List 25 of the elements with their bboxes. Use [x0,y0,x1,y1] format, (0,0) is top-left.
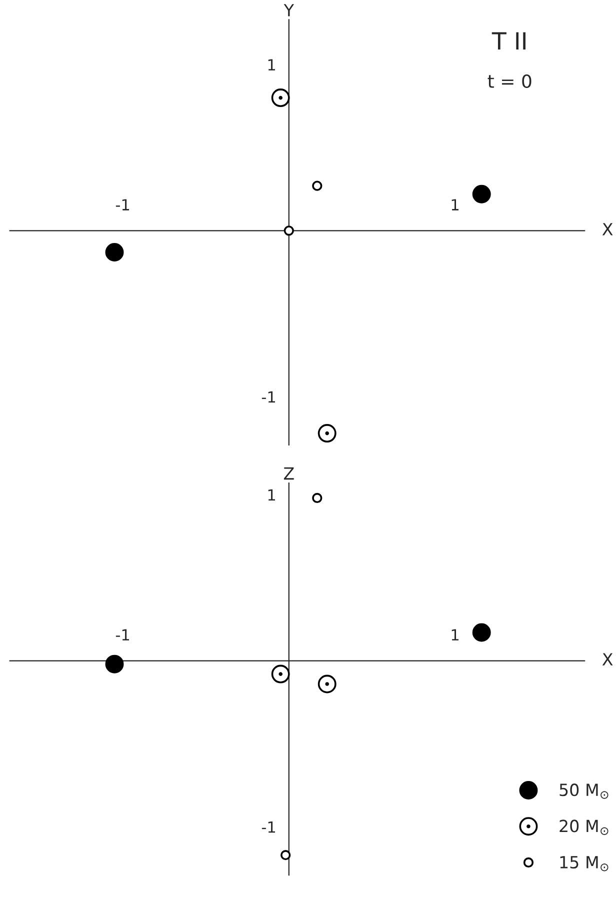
chart-title: T II [492,32,526,50]
point [472,184,491,204]
point [280,850,291,860]
y-tick-label: -1 [262,822,276,833]
point [105,654,124,674]
text: t = 0 [488,74,532,88]
y-tick-label: 1 [268,59,276,70]
legend-label: 50 M$_{⊙}$ [560,784,608,799]
point [312,180,322,191]
point [105,243,124,262]
y-axis-title: Y [284,4,294,16]
point [318,424,336,443]
point [284,226,294,236]
legend-label: 15 M$_{⊙}$ [560,856,608,872]
y-tick-label: -1 [262,391,276,403]
point [318,674,336,694]
point [312,492,322,504]
x-axis-title: X [602,653,613,666]
point [271,664,290,684]
legend-label: 20 M$_{⊙}$ [560,820,608,835]
x-axis-title: X [602,223,613,236]
y-axis-title: Z [284,467,294,480]
point [271,88,290,108]
y-tick-label: 1 [268,489,276,500]
point [472,623,491,642]
